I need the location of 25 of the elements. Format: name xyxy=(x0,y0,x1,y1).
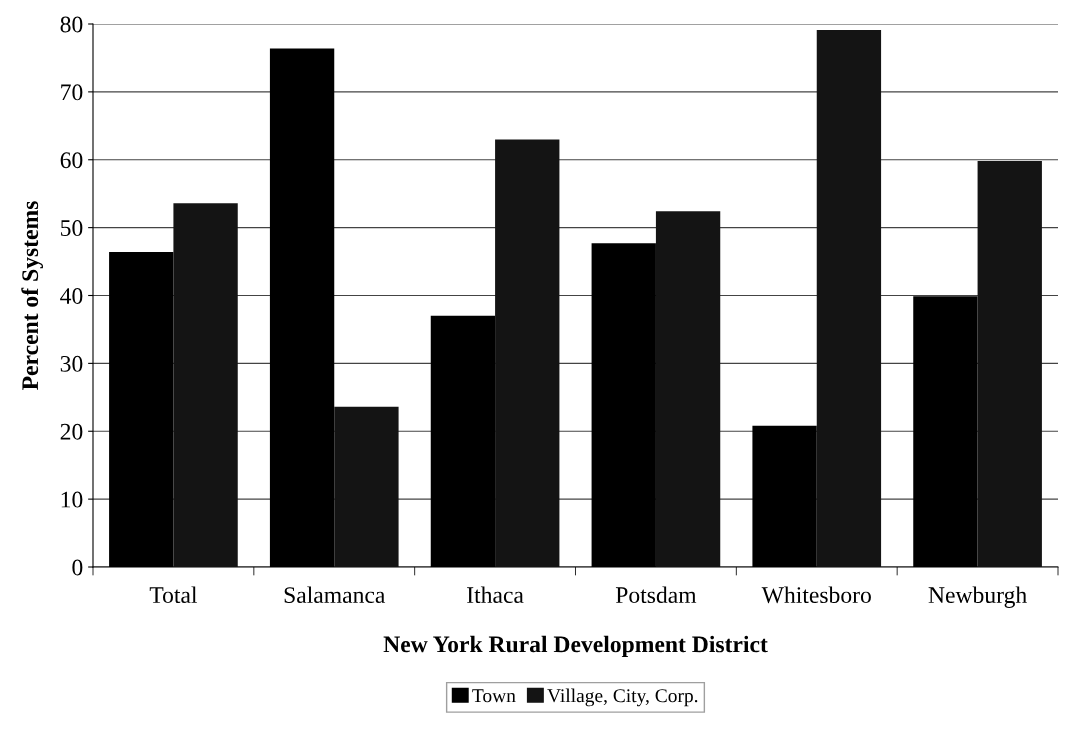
y-tick-label: 10 xyxy=(61,491,83,508)
x-axis-title: New York Rural Development District xyxy=(383,635,768,658)
x-tick-label: Potsdam xyxy=(615,586,697,604)
x-tick-label: Newburgh xyxy=(928,586,1027,608)
bar xyxy=(495,139,560,567)
y-tick-label: 60 xyxy=(60,152,83,169)
x-tick-label: Ithaca xyxy=(467,586,524,604)
legend-label: Village, City, Corp. xyxy=(547,688,698,707)
bar xyxy=(334,406,399,567)
y-tick-label: 40 xyxy=(60,287,83,304)
x-tick-label: Salamanca xyxy=(284,586,386,604)
y-tick-label: 0 xyxy=(72,559,83,576)
y-tick-label: 30 xyxy=(60,355,83,372)
bar xyxy=(816,30,882,567)
y-tick-label: 80 xyxy=(60,16,83,33)
y-axis-title: Percent of Systems xyxy=(21,201,43,390)
legend-label: Town xyxy=(472,689,516,703)
y-tick-label: 50 xyxy=(61,220,83,237)
x-tick-label: Total xyxy=(149,586,198,604)
y-tick-label: 20 xyxy=(60,423,83,440)
bar xyxy=(173,203,238,567)
y-tick-label: 70 xyxy=(61,84,83,101)
bar xyxy=(977,161,1042,567)
x-tick-label: Whitesboro xyxy=(761,586,871,604)
bar xyxy=(655,211,721,567)
